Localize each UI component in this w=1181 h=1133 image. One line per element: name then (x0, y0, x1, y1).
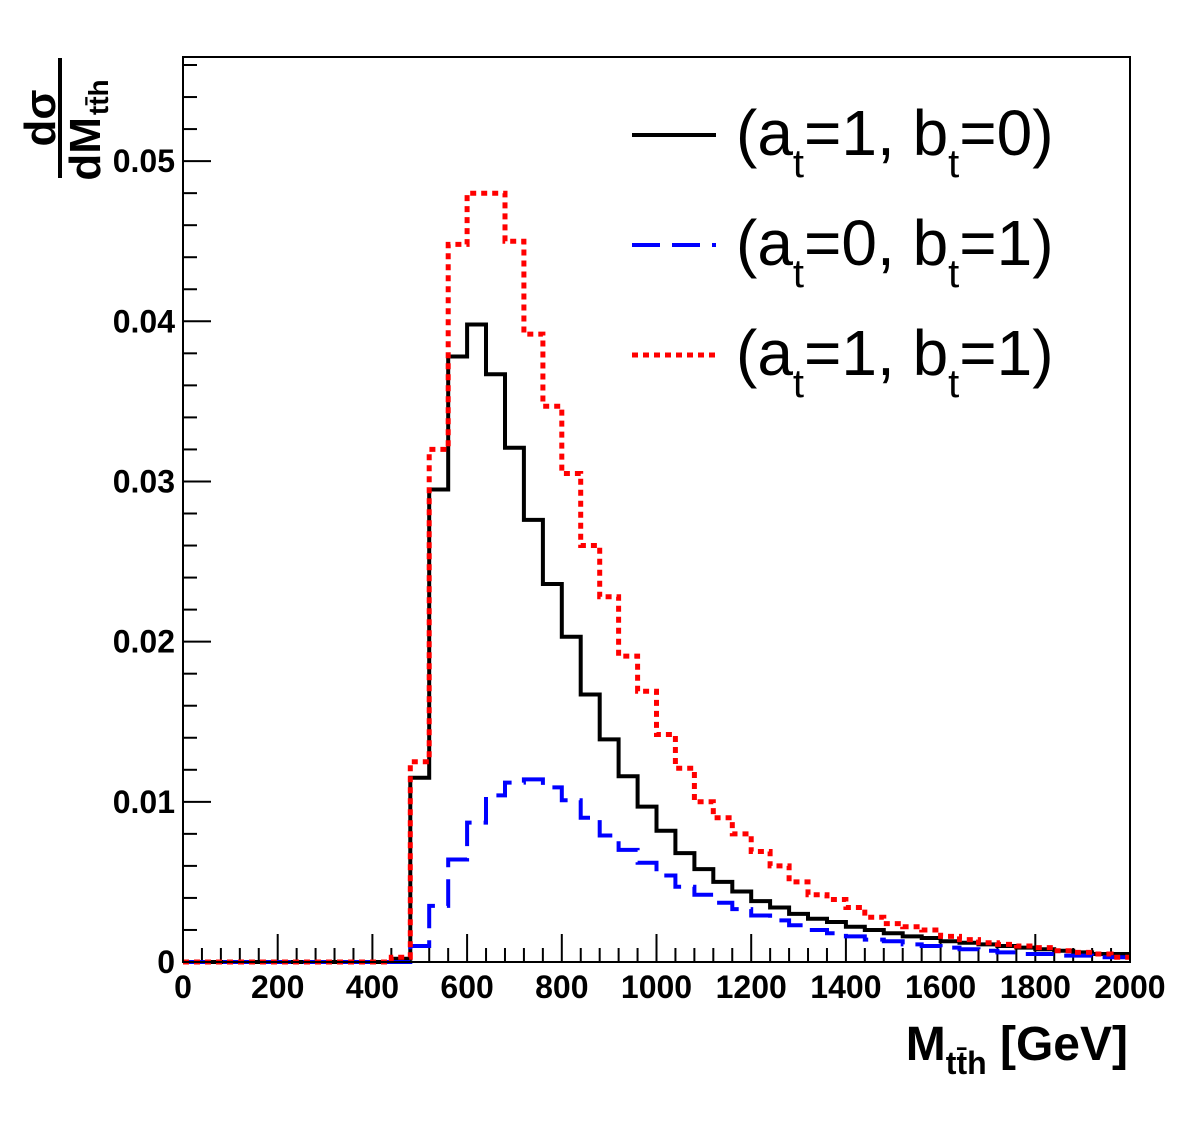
series-line-2 (183, 190, 1130, 965)
x-tick-label: 1200 (716, 969, 787, 1005)
x-tick-label: 800 (535, 969, 588, 1005)
data-series (183, 190, 1130, 965)
y-tick-label: 0.03 (113, 463, 175, 499)
legend-label-a1-b1: (at=1, bt=1) (736, 317, 1054, 406)
x-tick-label: 600 (440, 969, 493, 1005)
x-axis-title: Mtt̄h [GeV] (906, 1018, 1128, 1081)
y-tick-label: 0.01 (113, 784, 175, 820)
x-tick-label: 0 (174, 969, 192, 1005)
legend-label-a0-b1: (at=0, bt=1) (736, 207, 1054, 296)
y-axis-title-denominator: dMtt̄h (61, 79, 114, 180)
y-tick-label: 0.04 (113, 303, 175, 339)
legend-label-a1-b0: (at=1, bt=0) (736, 97, 1054, 186)
legend: (at=1, bt=0) (at=0, bt=1) (at=1, bt=1) (632, 97, 1054, 406)
y-tick-label: 0.05 (113, 143, 175, 179)
x-tick-label: 200 (251, 969, 304, 1005)
y-tick-label: 0 (157, 944, 175, 980)
x-tick-label: 1600 (905, 969, 976, 1005)
y-axis-title: dσ dMtt̄h (16, 58, 114, 181)
y-axis-title-numerator: dσ (16, 90, 65, 147)
x-tick-label: 400 (346, 969, 399, 1005)
x-tick-label: 1800 (1000, 969, 1071, 1005)
plot-frame (182, 56, 1131, 963)
x-tick-label: 1000 (621, 969, 692, 1005)
x-tick-label: 2000 (1094, 969, 1165, 1005)
series-line-1 (183, 777, 1130, 964)
axis-tick-labels: 0 200 400 600 800 1000 1200 1400 1600 1800 2000 0 0.… (113, 143, 1166, 1005)
y-tick-label: 0.02 (113, 624, 175, 660)
x-tick-label: 1400 (810, 969, 881, 1005)
